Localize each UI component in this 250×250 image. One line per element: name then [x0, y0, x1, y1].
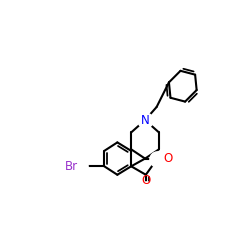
- Text: Br: Br: [64, 160, 78, 173]
- Text: O: O: [141, 174, 150, 186]
- Text: N: N: [141, 114, 150, 126]
- Text: O: O: [163, 152, 172, 165]
